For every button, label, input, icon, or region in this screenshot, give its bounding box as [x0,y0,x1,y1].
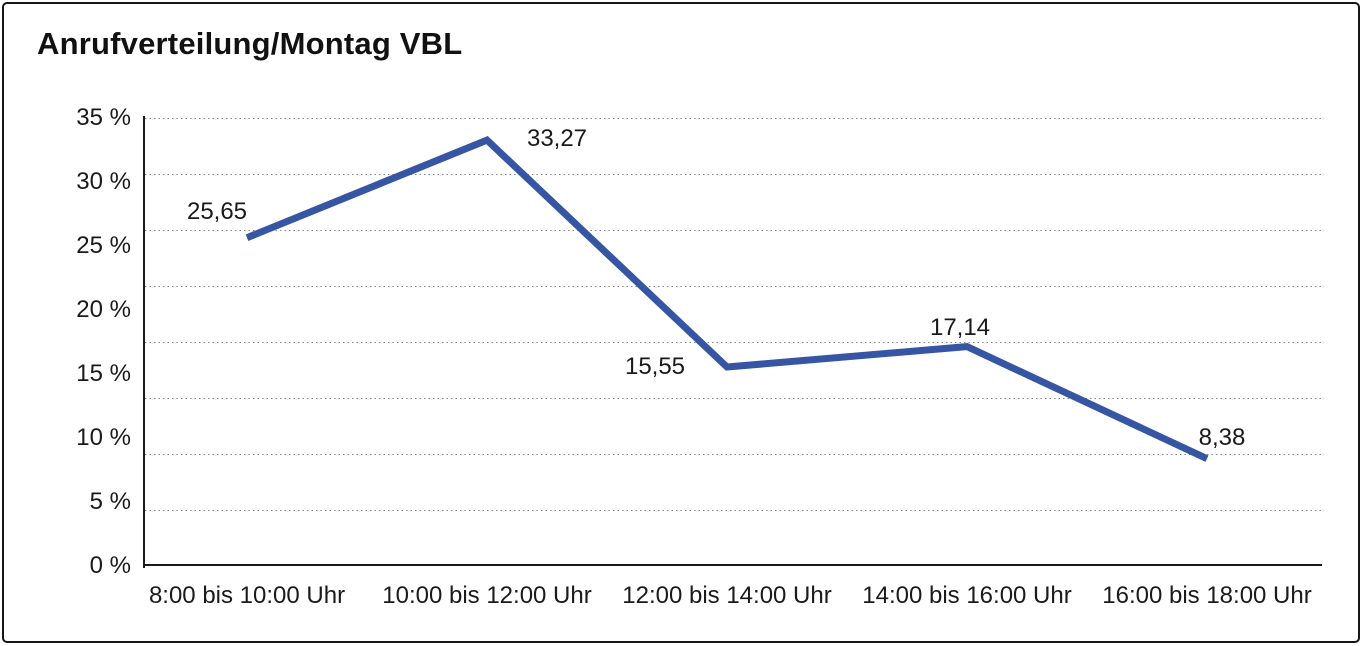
gridline [145,454,1322,455]
data-point-label: 17,14 [929,313,991,341]
y-tick-label: 5 % [89,488,131,515]
y-tick-label: 35 % [76,104,131,131]
x-tick-label: 16:00 bis 18:00 Uhr [1102,582,1312,609]
x-tick-label: 10:00 bis 12:00 Uhr [382,582,592,609]
chart-title: Anrufverteilung/Montag VBL [37,26,463,61]
line-series [245,136,1209,462]
y-tick-label: 10 % [76,424,131,451]
data-point-label: 25,65 [186,197,248,225]
gridline [145,230,1322,231]
gridline [145,118,1322,119]
y-axis-line [143,116,145,568]
x-tick-label: 14:00 bis 16:00 Uhr [862,582,1072,609]
data-point-label: 33,27 [526,125,588,153]
x-tick-label: 8:00 bis 10:00 Uhr [148,582,346,609]
data-point-label: 8,38 [1198,423,1246,451]
series-polyline [245,136,1209,462]
gridline [145,286,1322,287]
x-tick-label: 12:00 bis 14:00 Uhr [622,582,832,609]
gridline [145,510,1322,511]
y-tick-label: 20 % [76,296,131,323]
gridline [145,342,1322,343]
y-tick-label: 15 % [76,360,131,387]
plot-area: 35 % 30 % 25 % 20 % 15 % 10 % 5 % 0 % 8:00 bis … [76,104,1322,609]
y-tick-label: 25 % [76,232,131,259]
x-axis-line [143,564,1322,566]
gridline [145,174,1322,175]
data-point-label: 15,55 [624,352,686,380]
gridline [145,398,1322,399]
y-tick-label: 0 % [89,552,131,579]
y-tick-label: 30 % [76,168,131,195]
